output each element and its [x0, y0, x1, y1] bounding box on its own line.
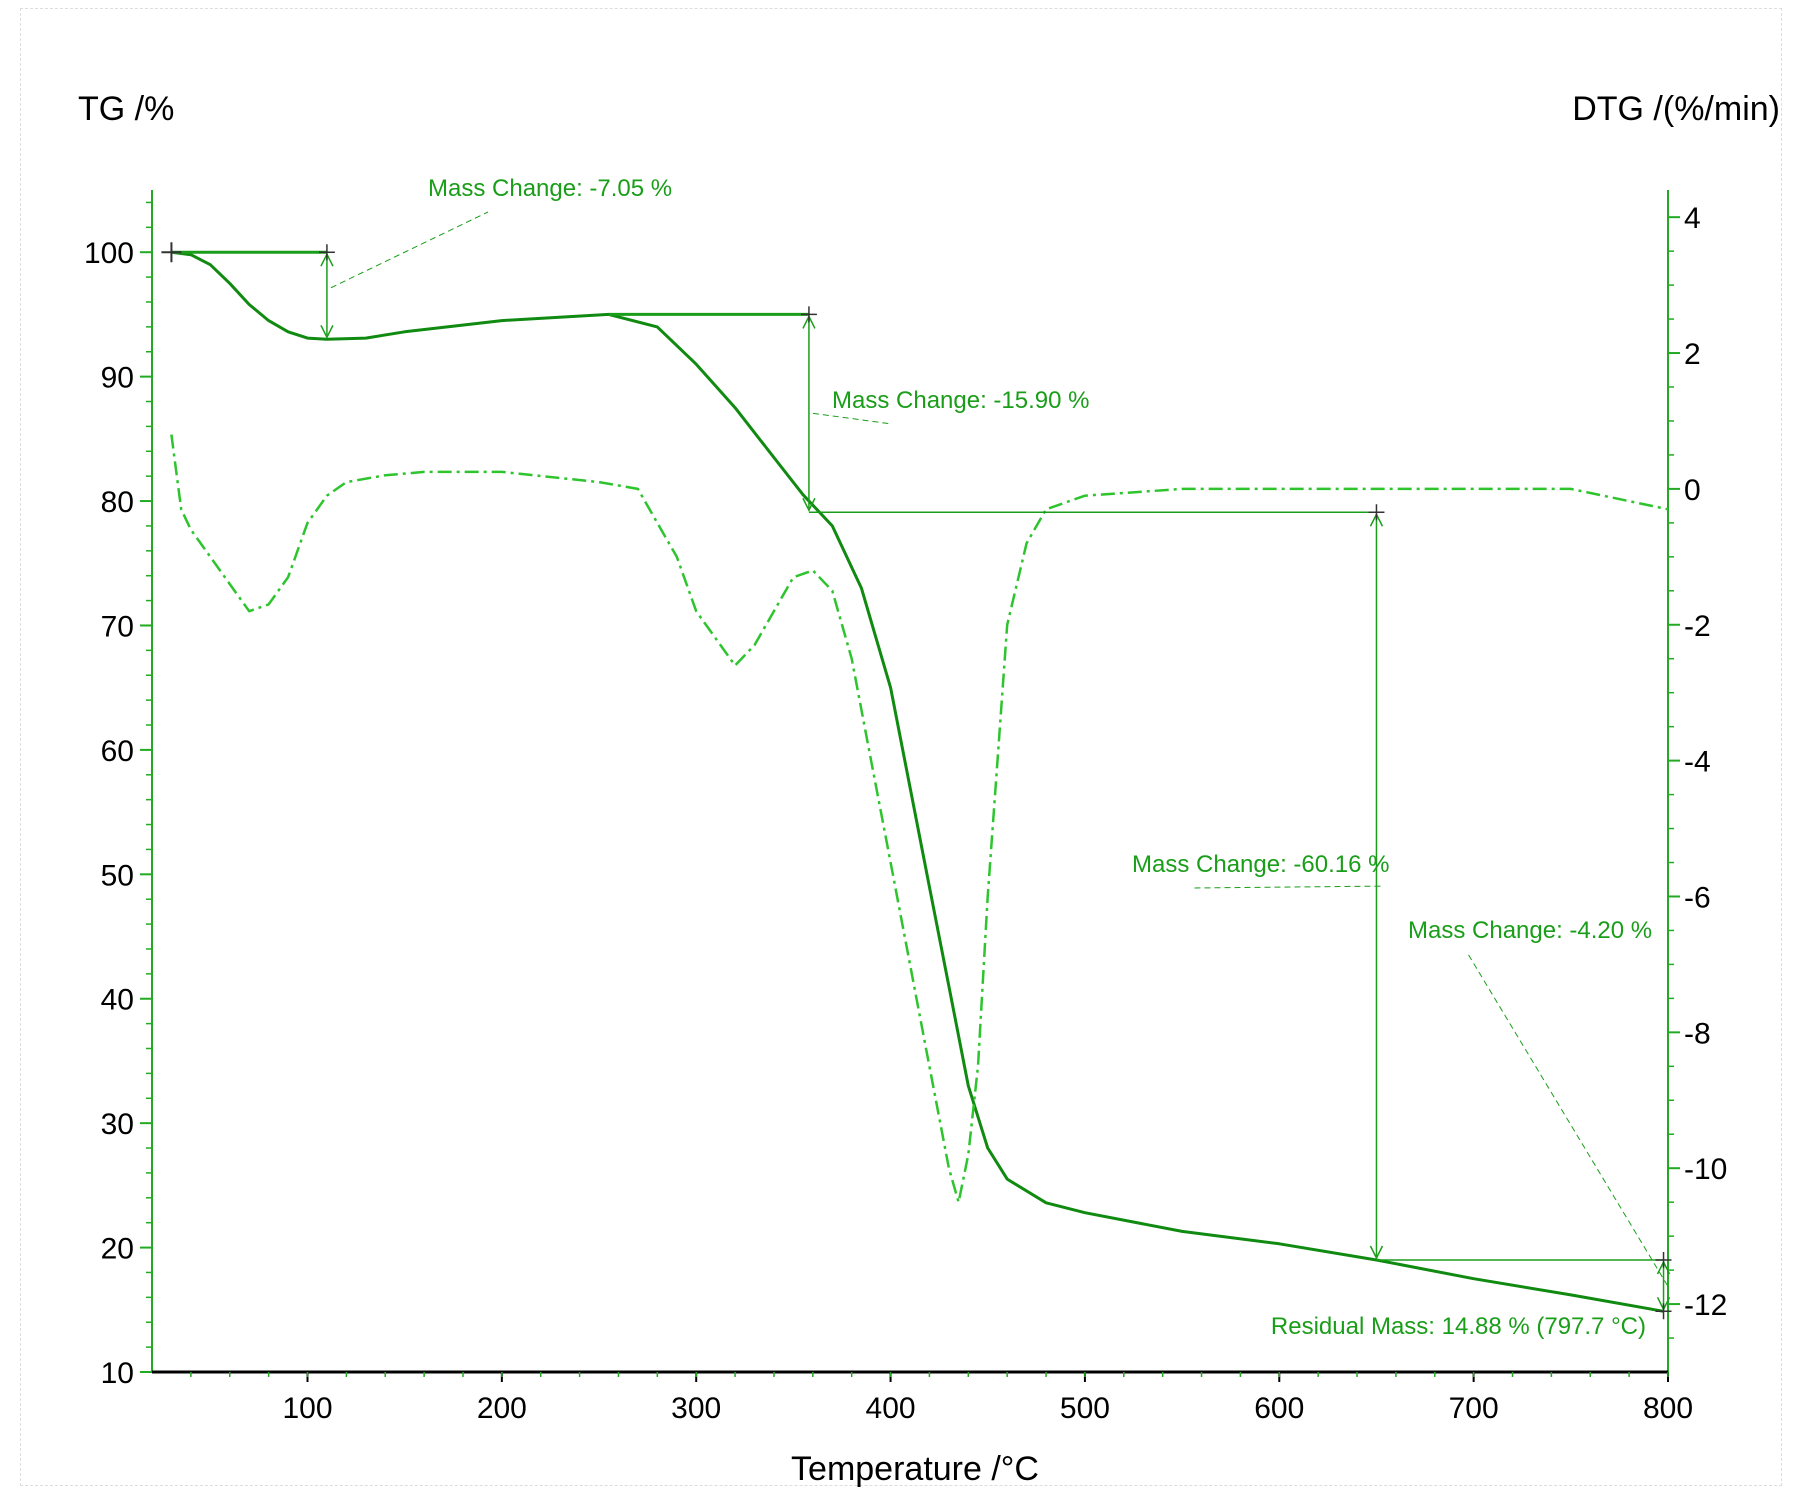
- cross-marker: [318, 244, 335, 261]
- arrow-head-down: [802, 497, 816, 512]
- annotation-label: Mass Change: -60.16 %: [1132, 851, 1389, 878]
- cross-marker: [1655, 1303, 1672, 1320]
- annotation-label: Mass Change: -15.90 %: [832, 387, 1089, 414]
- y-left-tick-label: 70: [101, 610, 134, 643]
- y-right-tick-label: -2: [1684, 610, 1711, 643]
- cross-marker: [800, 306, 817, 323]
- y-right-tick-label: -10: [1684, 1153, 1727, 1186]
- y-left-tick-label: 80: [101, 486, 134, 519]
- cross-marker: [1368, 504, 1385, 521]
- x-tick-label: 800: [1643, 1392, 1693, 1425]
- annotation-label: Mass Change: -4.20 %: [1408, 917, 1652, 944]
- annotation-leader: [1191, 885, 1381, 889]
- x-tick-label: 700: [1449, 1392, 1499, 1425]
- y-right-axis-title: DTG /(%/min): [1572, 90, 1780, 128]
- x-tick-label: 100: [282, 1392, 332, 1425]
- annotation-leader: [1467, 953, 1668, 1286]
- y-right-tick-label: -6: [1684, 881, 1711, 914]
- y-left-tick-label: 100: [84, 237, 134, 270]
- x-tick-label: 300: [671, 1392, 721, 1425]
- y-right-tick-label: -8: [1684, 1017, 1711, 1050]
- x-tick-label: 400: [866, 1392, 916, 1425]
- y-right-tick-label: 2: [1684, 338, 1701, 371]
- y-left-tick-label: 60: [101, 735, 134, 768]
- start-cross-marker: [161, 242, 182, 263]
- annotation-leader: [330, 211, 489, 289]
- annotation-leader: [812, 412, 893, 425]
- x-tick-label: 500: [1060, 1392, 1110, 1425]
- arrow-head-down: [1369, 1245, 1384, 1260]
- tg-curve: [171, 250, 1664, 1313]
- dtg-curve: [170, 434, 1669, 1204]
- x-tick-label: 200: [477, 1392, 527, 1425]
- y-left-tick-label: 30: [101, 1108, 134, 1141]
- arrow-head-down: [320, 324, 334, 339]
- y-left-tick-label: 20: [101, 1233, 134, 1266]
- y-left-tick-label: 10: [101, 1357, 134, 1390]
- cross-marker: [1655, 1252, 1672, 1269]
- y-right-tick-label: -4: [1684, 746, 1711, 779]
- x-tick-label: 600: [1254, 1392, 1304, 1425]
- y-left-tick-label: 40: [101, 984, 134, 1017]
- y-left-tick-label: 90: [101, 362, 134, 395]
- y-left-axis-title: TG /%: [78, 90, 174, 128]
- annotation-label: Residual Mass: 14.88 % (797.7 °C): [1271, 1313, 1646, 1340]
- y-right-tick-label: 0: [1684, 474, 1701, 507]
- x-axis-title: Temperature /°C: [791, 1450, 1039, 1488]
- page-border: [20, 8, 1782, 1486]
- y-right-tick-label: -12: [1684, 1289, 1727, 1322]
- annotation-label: Mass Change: -7.05 %: [428, 175, 672, 202]
- y-right-tick-label: 4: [1684, 202, 1701, 235]
- y-left-tick-label: 50: [101, 859, 134, 892]
